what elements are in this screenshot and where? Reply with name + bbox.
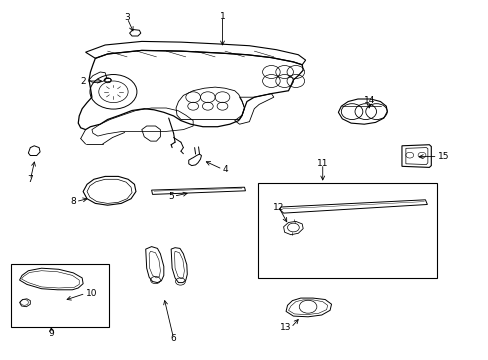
Text: 7: 7: [27, 175, 33, 184]
Text: 15: 15: [437, 152, 448, 161]
Bar: [11, 264, 108, 327]
Text: 2: 2: [80, 77, 85, 85]
Text: 13: 13: [279, 323, 290, 332]
Text: 10: 10: [85, 289, 97, 298]
Text: 4: 4: [222, 165, 228, 174]
Text: 14: 14: [363, 96, 374, 105]
Text: 1: 1: [219, 12, 225, 21]
Text: 6: 6: [170, 334, 176, 343]
Text: 12: 12: [272, 202, 284, 211]
Text: 9: 9: [48, 328, 54, 338]
Text: 5: 5: [167, 192, 173, 201]
Text: 11: 11: [316, 159, 328, 168]
Text: 8: 8: [70, 197, 76, 206]
Bar: [258, 183, 436, 278]
Text: 3: 3: [124, 13, 130, 22]
